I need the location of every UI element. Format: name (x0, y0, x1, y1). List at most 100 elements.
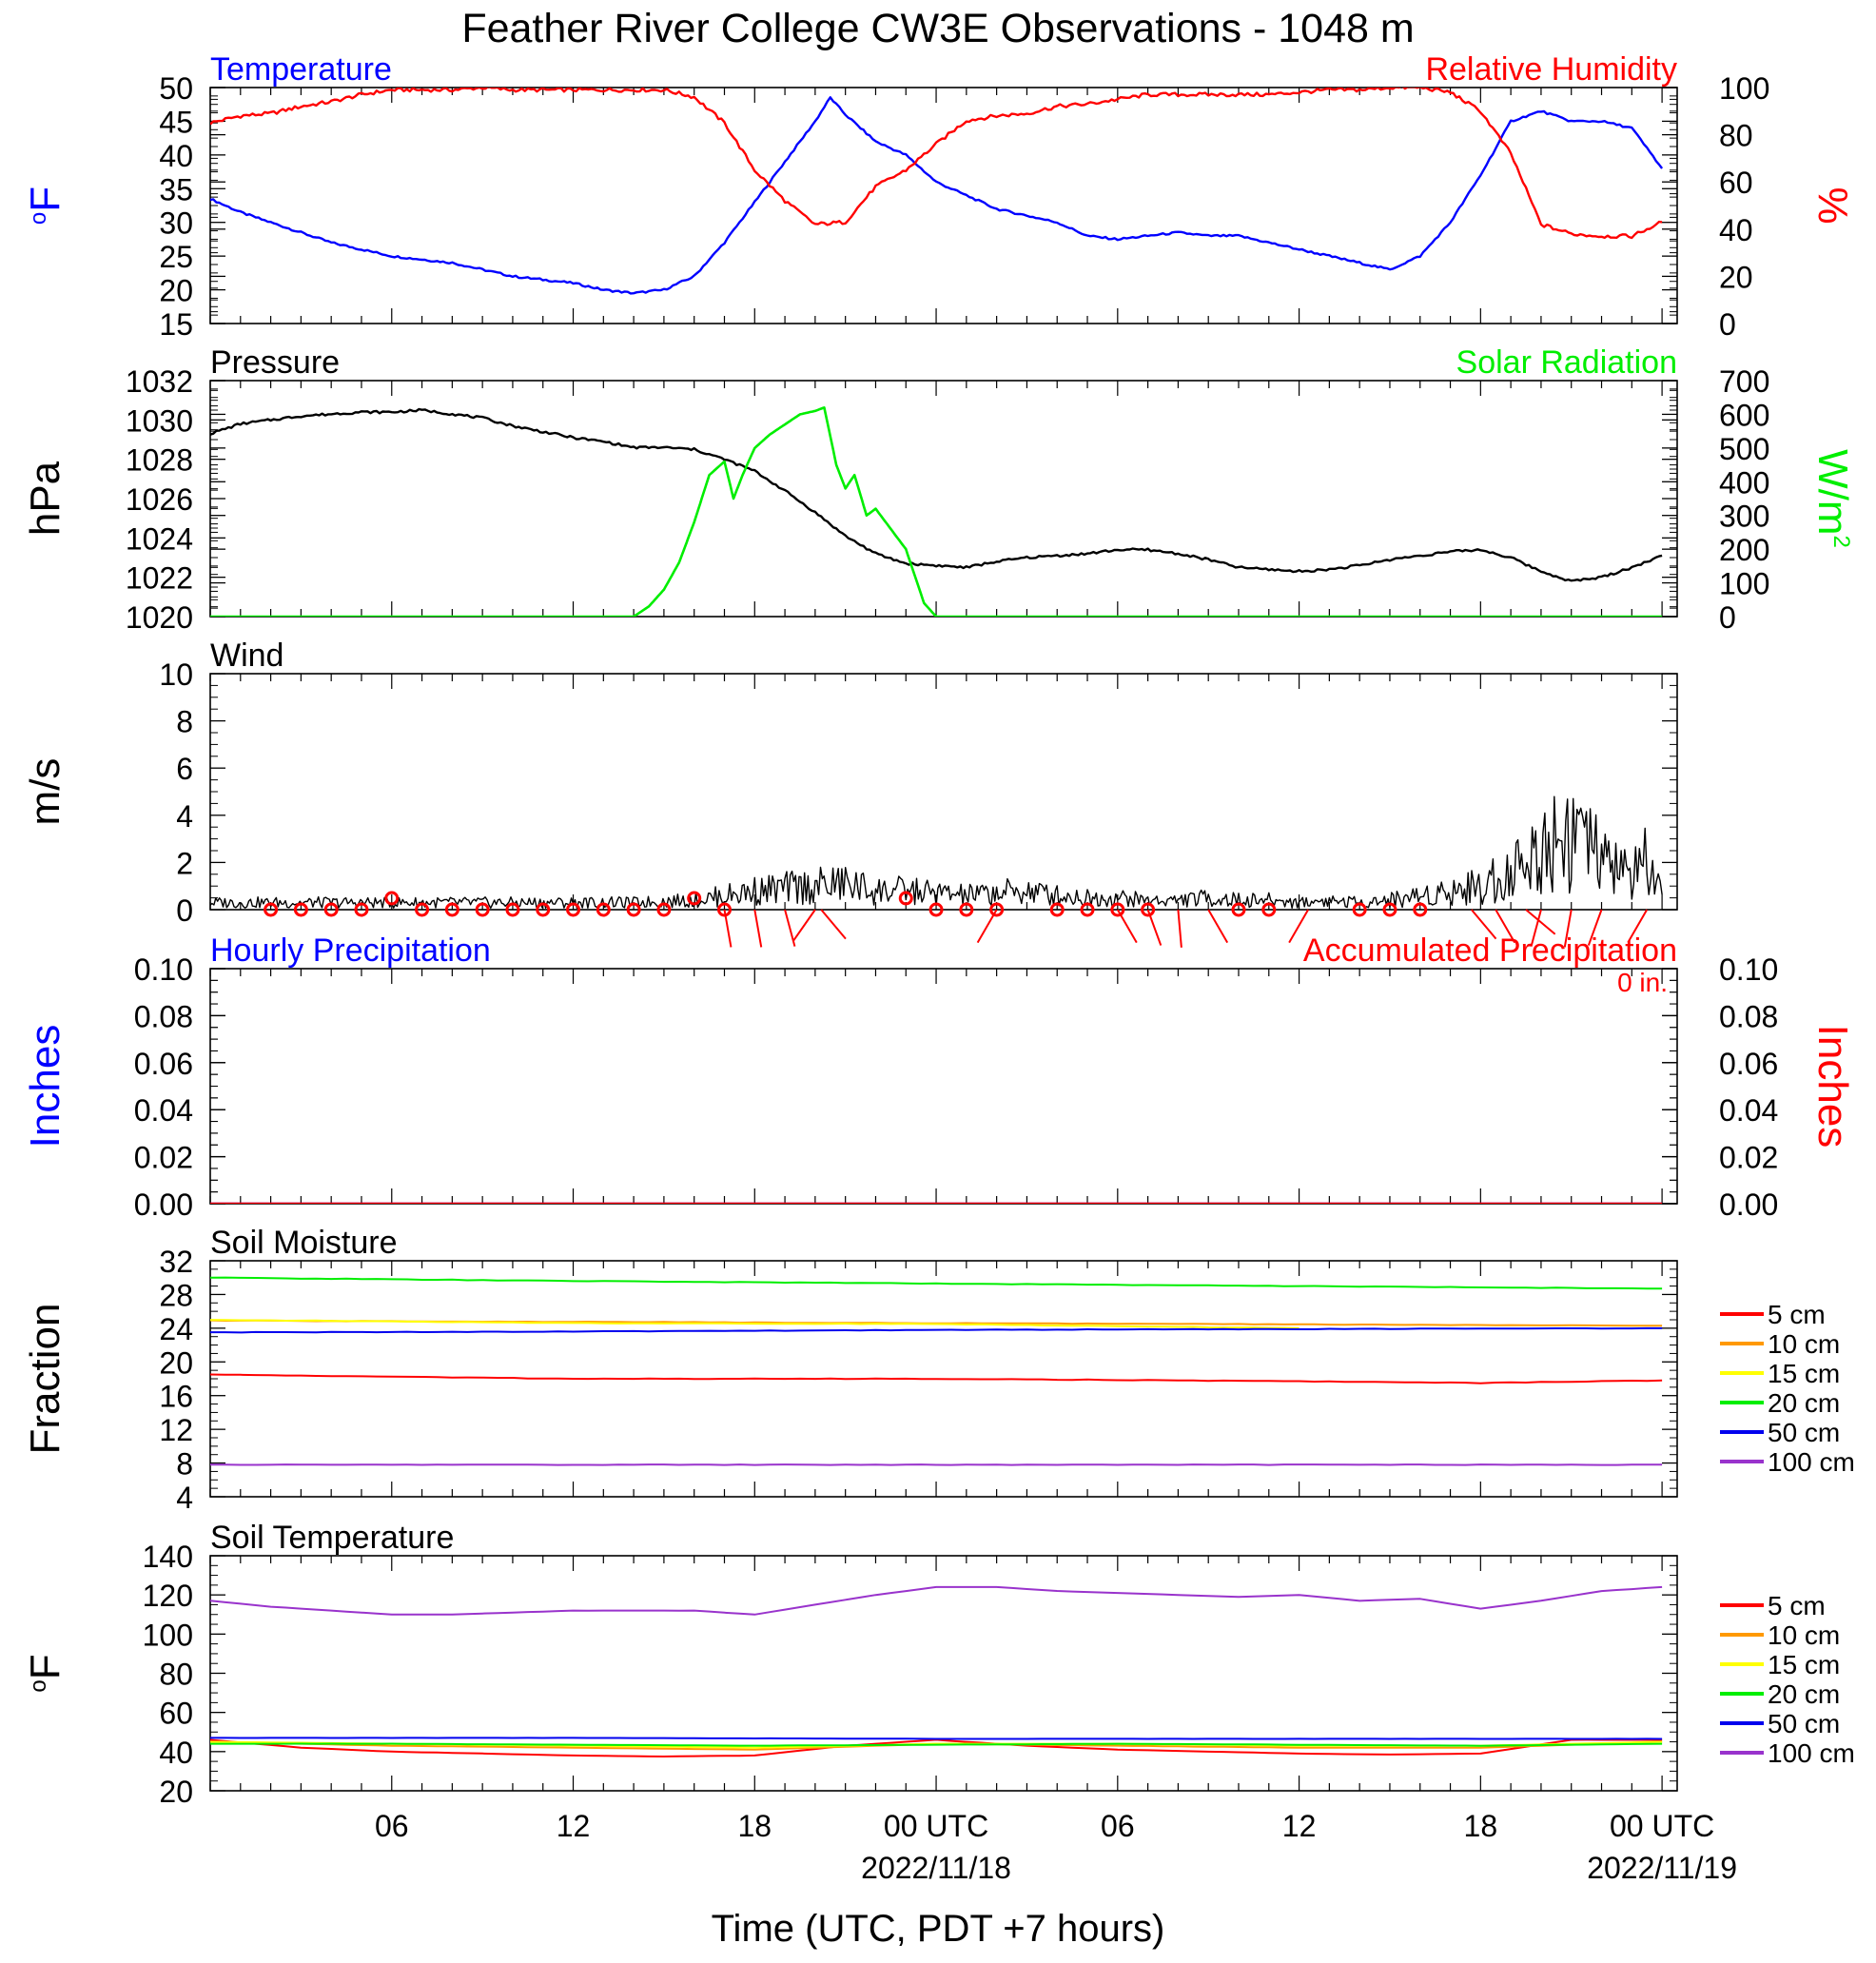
plot-area (210, 1585, 1663, 1757)
left-y-axis-title: m/s (22, 758, 68, 826)
plot-area (210, 88, 1664, 295)
left-y-tick-label: 0.04 (134, 1093, 193, 1128)
wind-barb (784, 909, 796, 947)
left-y-tick-label: 100 (143, 1618, 193, 1652)
x-tick-label: 18 (1464, 1809, 1498, 1843)
wind-barb (753, 909, 763, 948)
calm-wind-marker (1110, 902, 1125, 917)
left-y-tick-label: 20 (159, 1775, 193, 1809)
right-y-tick-label: 0.08 (1719, 999, 1778, 1033)
calm-wind-marker (293, 902, 308, 917)
chart-title: Feather River College CW3E Observations … (461, 6, 1414, 51)
series-line-solar-radiation (210, 406, 1663, 617)
plot-frame (209, 380, 1678, 618)
wind-barb (1207, 909, 1229, 944)
left-y-tick-label: 1032 (126, 364, 193, 399)
series-line-50-cm (210, 1326, 1663, 1334)
left-y-tick-label: 1026 (126, 482, 193, 517)
calm-wind-marker (1049, 902, 1065, 917)
wind-barb (1525, 909, 1556, 935)
plot-frame (209, 87, 1678, 324)
legend-label: 50 cm (1768, 1418, 1840, 1447)
y-axis-title-text: W/m (1809, 449, 1856, 535)
right-y-tick-label: 0.02 (1719, 1141, 1778, 1175)
wind-barb (1116, 909, 1138, 944)
wind-barb (792, 909, 816, 942)
left-y-tick-label: 1030 (126, 403, 193, 438)
x-tick-label: 00 UTC (1610, 1809, 1714, 1843)
right-y-tick-label: 0 (1719, 600, 1736, 635)
plot-frame (209, 968, 1678, 1205)
left-y-tick-label: 40 (159, 139, 193, 173)
unit-symbol: F (22, 1654, 68, 1679)
series-line-pressure (210, 407, 1663, 582)
legend-label: 50 cm (1768, 1709, 1840, 1738)
plot-frame (209, 1555, 1678, 1792)
wind-barb (723, 909, 733, 948)
left-y-tick-label: 16 (159, 1380, 193, 1414)
left-y-tick-label: 0.02 (134, 1141, 193, 1175)
panel-title-right: Relative Humidity (1425, 51, 1677, 88)
left-y-axis-title: Inches (22, 1025, 68, 1148)
calm-wind-marker (687, 891, 702, 906)
unit-symbol: F (22, 186, 68, 212)
left-y-tick-label: 2 (176, 846, 193, 880)
calm-wind-marker (1231, 902, 1246, 917)
x-tick-label: 06 (375, 1809, 409, 1843)
calm-wind-marker (898, 891, 913, 906)
left-y-tick-label: 35 (159, 172, 193, 206)
y-axis-title-text: % (1809, 186, 1856, 224)
calm-wind-marker (626, 902, 641, 917)
panel-title-right: Solar Radiation (1456, 344, 1677, 381)
wind-barb (1146, 909, 1163, 946)
left-y-axis-title: oF (22, 1654, 68, 1692)
calm-wind-marker (959, 902, 974, 917)
right-y-tick-label: 0.06 (1719, 1047, 1778, 1081)
x-tick-date: 2022/11/19 (1587, 1851, 1737, 1885)
wind-barb (1495, 909, 1516, 944)
panel-temperature_humidity: Temperature Relative Humidity152025303540… (22, 51, 1856, 342)
left-y-tick-label: 0 (176, 893, 193, 928)
calm-wind-marker (264, 902, 279, 917)
calm-wind-marker (415, 902, 430, 917)
right-y-tick-label: 40 (1719, 213, 1753, 247)
panel-title-left: Wind (210, 638, 283, 674)
left-y-tick-label: 25 (159, 240, 193, 274)
left-y-tick-label: 50 (159, 71, 193, 106)
series-line-20-cm (210, 1276, 1663, 1290)
left-y-axis-title: hPa (22, 461, 68, 536)
left-y-axis-title: Fraction (22, 1304, 68, 1455)
legend-label: 100 cm (1768, 1738, 1855, 1768)
left-y-tick-label: 0.00 (134, 1188, 193, 1222)
accumulated-precip-total: 0 in. (1617, 968, 1668, 997)
x-tick-label: 12 (1282, 1809, 1317, 1843)
calm-wind-marker (1261, 902, 1277, 917)
legend-label: 10 cm (1768, 1620, 1840, 1650)
wind-barb (820, 909, 847, 940)
panel-title-left: Temperature (210, 51, 392, 88)
left-y-tick-label: 12 (159, 1413, 193, 1447)
y-axis-title-text: Inches (1809, 1025, 1856, 1148)
calm-wind-marker (1141, 902, 1156, 917)
chart-panels: Temperature Relative Humidity152025303540… (22, 51, 1856, 1885)
right-y-tick-label: 200 (1719, 533, 1769, 567)
series-line-20-cm (210, 1742, 1663, 1747)
left-y-tick-label: 28 (159, 1278, 193, 1312)
left-y-tick-label: 40 (159, 1736, 193, 1770)
left-y-tick-label: 140 (143, 1540, 193, 1574)
left-y-tick-label: 1028 (126, 443, 193, 478)
calm-wind-marker (566, 902, 581, 917)
legend-label: 20 cm (1768, 1679, 1840, 1709)
y-axis-title-text: Fraction (22, 1304, 68, 1455)
left-y-tick-label: 120 (143, 1579, 193, 1613)
panel-title-left: Soil Moisture (210, 1225, 398, 1261)
right-y-tick-label: 0.10 (1719, 952, 1778, 987)
x-tick-label: 18 (737, 1809, 772, 1843)
right-y-tick-label: 20 (1719, 260, 1753, 294)
left-y-tick-label: 4 (176, 799, 193, 834)
calm-wind-marker (989, 902, 1005, 917)
